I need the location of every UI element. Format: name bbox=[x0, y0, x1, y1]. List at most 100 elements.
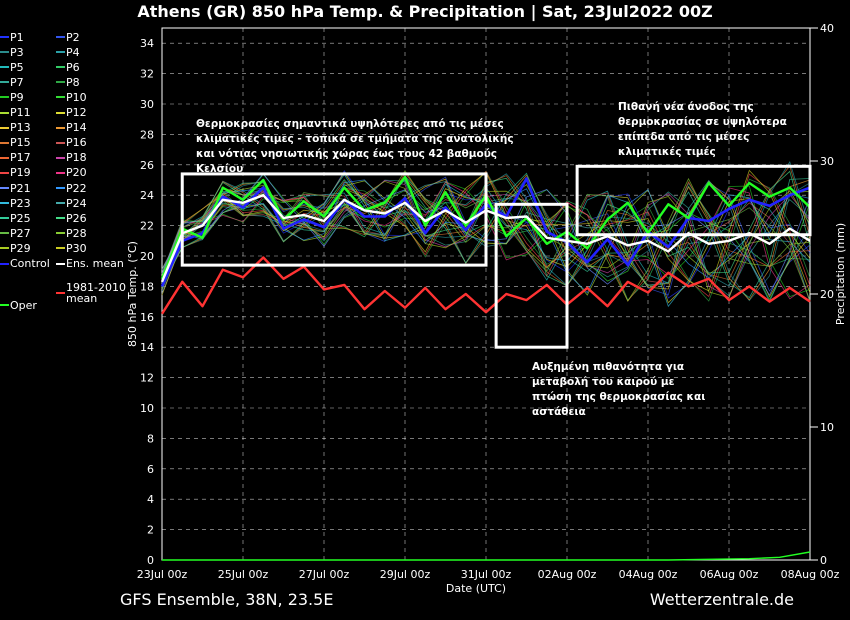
y-tick-label: 4 bbox=[147, 493, 154, 506]
legend-item: P22 bbox=[56, 181, 87, 195]
legend-swatch bbox=[0, 217, 9, 220]
legend-swatch bbox=[56, 187, 65, 189]
y2-tick-label: 30 bbox=[820, 155, 834, 168]
legend-label: Oper bbox=[10, 298, 37, 312]
y2-tick-label: 0 bbox=[820, 554, 827, 567]
y-tick-label: 20 bbox=[140, 250, 154, 263]
legend-label: P11 bbox=[10, 106, 31, 119]
legend-label: P25 bbox=[10, 211, 31, 225]
legend-item: P27 bbox=[0, 226, 31, 240]
y-tick-label: 26 bbox=[140, 159, 154, 172]
legend-swatch bbox=[0, 141, 9, 144]
x-tick-label: 25Jul 00z bbox=[218, 568, 269, 581]
legend-label: P26 bbox=[66, 211, 87, 225]
legend-item: P29 bbox=[0, 241, 31, 255]
legend-swatch bbox=[0, 304, 9, 306]
y-tick-label: 30 bbox=[140, 98, 154, 111]
legend-label: P13 bbox=[10, 121, 31, 135]
legend-label: P23 bbox=[10, 196, 31, 210]
legend-swatch bbox=[56, 262, 65, 265]
legend-item: P14 bbox=[56, 121, 87, 135]
legend-swatch bbox=[56, 36, 65, 38]
legend-label: P15 bbox=[10, 136, 31, 150]
legend-label: P16 bbox=[66, 136, 87, 150]
legend-item: P28 bbox=[56, 226, 87, 240]
legend-label: P24 bbox=[66, 196, 87, 210]
legend-label: P29 bbox=[10, 241, 31, 255]
legend-swatch bbox=[0, 111, 9, 114]
legend-item: P13 bbox=[0, 121, 31, 135]
legend-item: P23 bbox=[0, 196, 31, 210]
y2-axis-label: Precipitation (mm) bbox=[834, 223, 847, 325]
legend-item: P4 bbox=[56, 45, 80, 59]
legend-label: P22 bbox=[66, 181, 87, 195]
y-tick-label: 16 bbox=[140, 311, 154, 324]
annotation-rise: Πιθανή νέα άνοδος της θερμοκρασίας σε υψ… bbox=[618, 101, 787, 158]
legend-swatch bbox=[56, 51, 65, 54]
legend-swatch bbox=[56, 217, 65, 220]
legend-item: P26 bbox=[56, 211, 87, 225]
legend-item: Control bbox=[0, 257, 50, 271]
legend-label: P2 bbox=[66, 30, 80, 44]
chart-title: Athens (GR) 850 hPa Temp. & Precipitatio… bbox=[137, 2, 713, 21]
legend-item: P8 bbox=[56, 75, 80, 89]
legend-label: P6 bbox=[66, 60, 80, 74]
legend-label: P28 bbox=[66, 226, 87, 240]
legend-label: P5 bbox=[10, 60, 24, 74]
legend-swatch bbox=[0, 36, 9, 38]
legend-swatch bbox=[0, 171, 9, 174]
y-tick-label: 8 bbox=[147, 432, 154, 445]
legend-label: P19 bbox=[10, 166, 31, 180]
y-tick-label: 12 bbox=[140, 372, 154, 385]
legend-swatch bbox=[0, 247, 9, 250]
legend-swatch bbox=[56, 171, 65, 174]
annotation-box bbox=[494, 202, 569, 349]
legend-label: 1981-2010 mean bbox=[66, 281, 126, 305]
legend-item: P11 bbox=[0, 106, 31, 120]
x-tick-label: 02Aug 00z bbox=[538, 568, 597, 581]
legend-item: P17 bbox=[0, 151, 31, 165]
legend-swatch bbox=[56, 156, 65, 159]
legend-item: P19 bbox=[0, 166, 31, 180]
legend-label: Ens. mean bbox=[66, 257, 124, 270]
legend-item: P3 bbox=[0, 45, 24, 59]
y-tick-label: 2 bbox=[147, 524, 154, 537]
legend-label: P4 bbox=[66, 45, 80, 59]
y-tick-label: 24 bbox=[140, 189, 154, 202]
legend-label: P8 bbox=[66, 75, 80, 89]
legend-item: P2 bbox=[56, 30, 80, 44]
legend-label: P18 bbox=[66, 151, 87, 165]
x-tick-label: 27Jul 00z bbox=[299, 568, 350, 581]
legend-item: P24 bbox=[56, 196, 87, 210]
x-tick-label: 08Aug 00z bbox=[781, 568, 840, 581]
legend-label: P10 bbox=[66, 90, 87, 104]
x-tick-label: 23Jul 00z bbox=[137, 568, 188, 581]
y-axis-label: 850 hPa Temp. (°C) bbox=[126, 241, 139, 347]
legend-item: P20 bbox=[56, 166, 87, 180]
legend-label: P21 bbox=[10, 181, 31, 195]
legend-swatch bbox=[56, 111, 65, 114]
legend-label: P27 bbox=[10, 226, 31, 240]
legend-label: P17 bbox=[10, 151, 31, 165]
legend-label: P12 bbox=[66, 106, 87, 119]
legend-swatch bbox=[56, 96, 65, 99]
legend-label: P1 bbox=[10, 30, 24, 44]
legend-item: P25 bbox=[0, 211, 31, 225]
legend-label: Control bbox=[10, 257, 50, 270]
legend-item: Oper bbox=[0, 298, 37, 312]
legend-item: P1 bbox=[0, 30, 24, 44]
y-tick-label: 22 bbox=[140, 220, 154, 233]
legend-item: P7 bbox=[0, 75, 24, 89]
y-tick-label: 10 bbox=[140, 402, 154, 415]
legend-swatch bbox=[0, 262, 9, 265]
footer-source: GFS Ensemble, 38N, 23.5E bbox=[120, 590, 334, 609]
legend-swatch bbox=[0, 156, 9, 159]
legend-item: Ens. mean bbox=[56, 257, 124, 271]
y-tick-label: 32 bbox=[140, 68, 154, 81]
legend-swatch bbox=[0, 126, 9, 129]
y-tick-label: 6 bbox=[147, 463, 154, 476]
y2-tick-label: 40 bbox=[820, 22, 834, 35]
y2-tick-label: 10 bbox=[820, 421, 834, 434]
y-tick-label: 18 bbox=[140, 280, 154, 293]
